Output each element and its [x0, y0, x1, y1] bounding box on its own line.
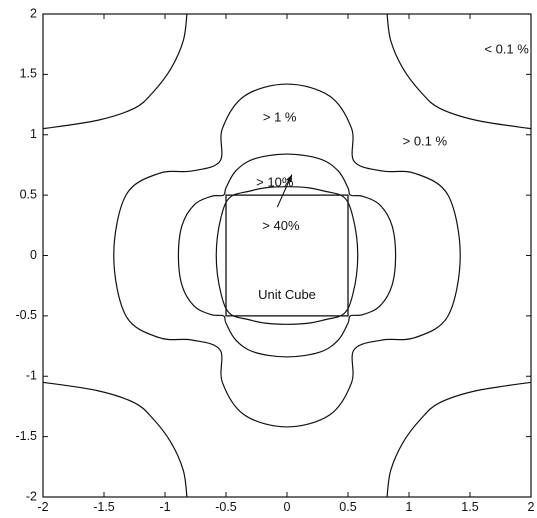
x-tick-label: -1.5 [93, 500, 115, 514]
y-tick-label: 0 [30, 248, 37, 262]
contour-1pct [113, 83, 461, 428]
x-tick-label: 0 [284, 500, 291, 514]
contour-0.1pct-ne [386, 13, 532, 130]
y-tick-label: -1.5 [15, 429, 37, 443]
x-tick-label: 1.5 [461, 500, 478, 514]
contour-lines [42, 13, 532, 498]
unit-cube [225, 194, 349, 317]
y-tick-label: 1 [30, 127, 37, 141]
contour-0.1pct-nw [42, 13, 188, 130]
y-tick-label: -0.5 [15, 308, 37, 322]
contour-0.1pct-se [386, 381, 532, 498]
axes: -2 -1.5 -1 -0.5 0 0.5 1 1.5 2 2 1.5 1 0.5 0 -0.5 -1 -1.5… [15, 6, 534, 514]
x-tick-label: 0.5 [339, 500, 356, 514]
contour-10pct [177, 153, 397, 358]
contour-label: > 10% [256, 174, 294, 189]
y-tick-label: -2 [26, 489, 37, 503]
unit-cube-label: Unit Cube [258, 287, 316, 302]
y-tick-label: -1 [26, 369, 37, 383]
contour-label: > 0.1 % [403, 133, 448, 148]
contour-label: > 1 % [263, 109, 297, 124]
arrow-head [286, 174, 292, 183]
y-tick-label: 2 [30, 6, 37, 20]
y-tick-label: 0.5 [20, 187, 37, 201]
x-tick-label: -2 [37, 500, 48, 514]
contour-label: > 40% [262, 218, 300, 233]
contour-40pct [215, 186, 359, 325]
contour-label: < 0.1 % [484, 42, 529, 57]
x-tick-label: -0.5 [215, 500, 237, 514]
y-tick-label: 1.5 [20, 67, 37, 81]
x-tick-label: -1 [159, 500, 170, 514]
x-tick-label: 2 [528, 500, 535, 514]
contour-0.1pct-sw [42, 381, 188, 498]
contour-labels: < 0.1 % > 0.1 % > 1 % > 10% > 40% Unit Cube [256, 42, 529, 302]
x-tick-label: 1 [406, 500, 413, 514]
